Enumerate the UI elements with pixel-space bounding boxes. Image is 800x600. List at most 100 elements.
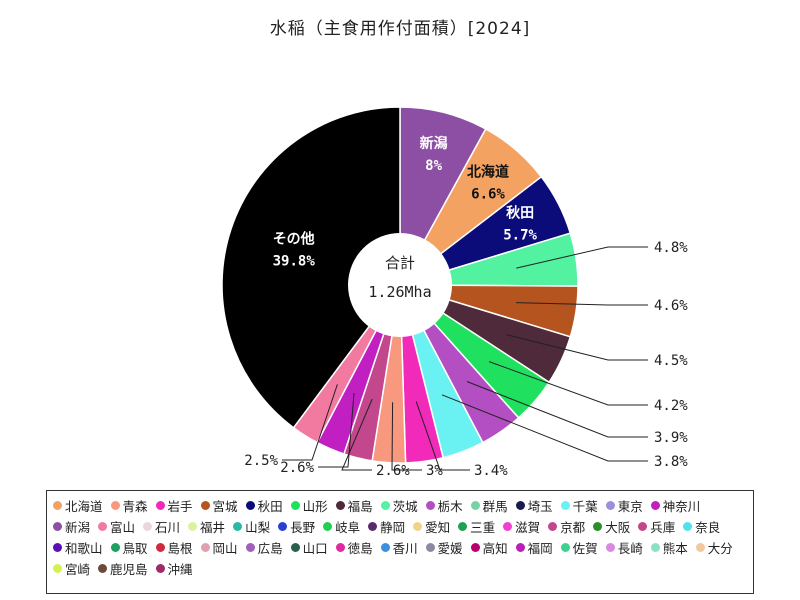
donut-hole bbox=[348, 233, 452, 337]
legend-item: 高知 bbox=[470, 537, 508, 558]
slice-name-label: 秋田 bbox=[506, 204, 534, 221]
legend-label: 三重 bbox=[470, 520, 496, 535]
legend-item: 岡山 bbox=[200, 537, 238, 558]
leader-line bbox=[506, 334, 648, 361]
legend-swatch bbox=[290, 543, 300, 552]
legend-label: 鳥取 bbox=[122, 541, 148, 556]
legend-label: 福島 bbox=[347, 499, 373, 514]
legend-swatch bbox=[470, 501, 480, 510]
legend-swatch bbox=[233, 522, 243, 531]
legend-swatch bbox=[53, 564, 62, 573]
legend-item: 滋賀 bbox=[503, 516, 540, 537]
legend-label: 大分 bbox=[707, 541, 733, 556]
center-value: 1.26Mha bbox=[368, 283, 431, 301]
legend-swatch bbox=[53, 501, 62, 510]
legend-swatch bbox=[650, 501, 660, 510]
legend-item: 山形 bbox=[290, 495, 328, 516]
leader-line bbox=[488, 361, 648, 406]
legend-item: 奈良 bbox=[683, 516, 720, 537]
legend-item: 三重 bbox=[458, 516, 495, 537]
legend-item: 鹿児島 bbox=[98, 558, 148, 579]
legend-label: 青森 bbox=[122, 499, 148, 514]
legend-swatch bbox=[245, 501, 255, 510]
legend-swatch bbox=[110, 543, 120, 552]
chart-title: 水稲（主食用作付面積）[2024] bbox=[269, 19, 531, 39]
legend-item: 熊本 bbox=[650, 537, 688, 558]
legend-label: 高知 bbox=[482, 541, 508, 556]
leader-line bbox=[441, 394, 648, 462]
legend-item: 兵庫 bbox=[638, 516, 675, 537]
legend-item: 茨城 bbox=[380, 495, 418, 516]
legend-swatch bbox=[200, 501, 210, 510]
legend-label: 佐賀 bbox=[572, 541, 598, 556]
legend-label: 熊本 bbox=[662, 541, 688, 556]
legend-label: 石川 bbox=[155, 520, 181, 535]
legend-label: 山形 bbox=[302, 499, 328, 514]
legend-label: 東京 bbox=[617, 499, 643, 514]
legend-label: 千葉 bbox=[572, 499, 598, 514]
pie-slice-その他 bbox=[221, 106, 401, 429]
legend-item: 京都 bbox=[548, 516, 585, 537]
legend-label: 新潟 bbox=[65, 520, 91, 535]
legend-label: 山口 bbox=[302, 541, 328, 556]
legend-swatch bbox=[650, 543, 660, 552]
legend-item: 沖縄 bbox=[155, 558, 193, 579]
legend-item: 島根 bbox=[155, 537, 193, 558]
legend-label: 福岡 bbox=[527, 541, 553, 556]
legend-item: 大阪 bbox=[593, 516, 630, 537]
slice-value-label: 4.6% bbox=[654, 298, 688, 314]
legend-item: 東京 bbox=[605, 495, 643, 516]
legend-label: 宮城 bbox=[212, 499, 238, 514]
legend-swatch bbox=[53, 522, 62, 531]
legend-label: 滋賀 bbox=[515, 520, 541, 535]
legend-swatch bbox=[335, 543, 345, 552]
legend-item: 岐阜 bbox=[323, 516, 360, 537]
slice-value-label: 6.6% bbox=[471, 187, 505, 203]
leader-line bbox=[466, 381, 648, 438]
slice-value-label: 3.4% bbox=[474, 463, 508, 479]
legend-item: 福岡 bbox=[515, 537, 553, 558]
legend-item: 青森 bbox=[110, 495, 148, 516]
legend-label: 和歌山 bbox=[65, 541, 103, 556]
legend-swatch bbox=[413, 522, 423, 531]
legend-label: 広島 bbox=[257, 541, 283, 556]
legend-swatch bbox=[458, 522, 468, 531]
legend-label: 埼玉 bbox=[527, 499, 553, 514]
slice-value-label: 4.8% bbox=[654, 240, 688, 256]
legend-label: 京都 bbox=[560, 520, 586, 535]
legend-swatch bbox=[560, 501, 570, 510]
legend-swatch bbox=[548, 522, 558, 531]
legend-swatch bbox=[98, 564, 108, 573]
slice-value-label: 39.8% bbox=[273, 254, 316, 270]
legend-label: 岐阜 bbox=[335, 520, 361, 535]
legend-item: 千葉 bbox=[560, 495, 598, 516]
slice-value-label: 8% bbox=[425, 158, 442, 174]
legend-item: 秋田 bbox=[245, 495, 283, 516]
legend-swatch bbox=[695, 543, 705, 552]
legend-item: 石川 bbox=[143, 516, 180, 537]
legend-item: 和歌山 bbox=[53, 537, 103, 558]
slice-value-label: 5.7% bbox=[503, 227, 537, 243]
legend-item: 長野 bbox=[278, 516, 315, 537]
leader-line bbox=[391, 402, 422, 471]
leader-line bbox=[516, 302, 648, 306]
legend-item: 宮城 bbox=[200, 495, 238, 516]
legend-label: 北海道 bbox=[65, 499, 103, 514]
slice-value-label: 3% bbox=[426, 463, 443, 479]
slice-value-label: 3.9% bbox=[654, 430, 688, 446]
legend-item: 長崎 bbox=[605, 537, 643, 558]
legend-swatch bbox=[560, 543, 570, 552]
legend-label: 長野 bbox=[290, 520, 316, 535]
legend-item: 北海道 bbox=[53, 495, 103, 516]
legend-label: 神奈川 bbox=[662, 499, 701, 514]
legend-item: 広島 bbox=[245, 537, 283, 558]
legend-item: 埼玉 bbox=[515, 495, 553, 516]
legend-swatch bbox=[98, 522, 108, 531]
legend-swatch bbox=[638, 522, 648, 531]
legend-swatch bbox=[503, 522, 513, 531]
legend-swatch bbox=[323, 522, 333, 531]
legend-swatch bbox=[155, 501, 165, 510]
legend-item: 愛知 bbox=[413, 516, 450, 537]
leader-line bbox=[415, 401, 470, 471]
slice-name-label: その他 bbox=[273, 231, 315, 248]
